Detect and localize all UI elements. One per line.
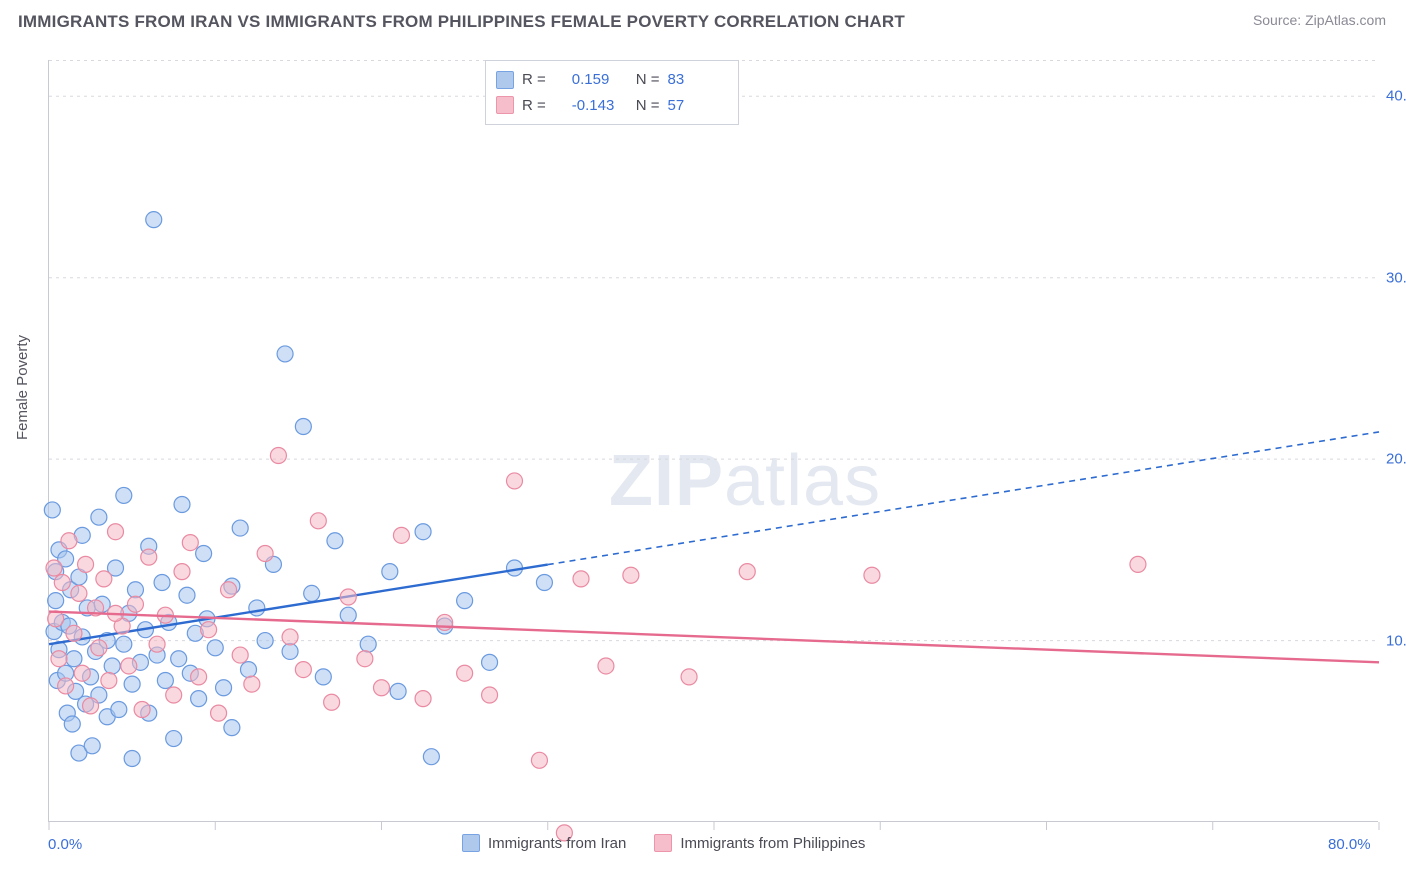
correlation-stats-box: R = 0.159 N = 83 R = -0.143 N = 57 bbox=[485, 60, 739, 125]
y-tick-label: 20.0% bbox=[1386, 451, 1406, 468]
swatch-philippines bbox=[654, 834, 672, 852]
chart-plot-area: ZIPatlas R = 0.159 N = 83 R = -0.143 N =… bbox=[48, 60, 1378, 822]
legend-label-philippines: Immigrants from Philippines bbox=[680, 835, 865, 852]
series-legend: Immigrants from Iran Immigrants from Phi… bbox=[462, 834, 865, 852]
legend-item-iran: Immigrants from Iran bbox=[462, 834, 626, 852]
y-axis-label: Female Poverty bbox=[14, 335, 31, 440]
x-axis-min-label: 0.0% bbox=[48, 836, 82, 853]
swatch-iran bbox=[462, 834, 480, 852]
scatter-svg bbox=[49, 60, 1379, 822]
legend-label-iran: Immigrants from Iran bbox=[488, 835, 626, 852]
chart-title: IMMIGRANTS FROM IRAN VS IMMIGRANTS FROM … bbox=[18, 12, 905, 32]
swatch-philippines bbox=[496, 96, 514, 114]
stats-row-philippines: R = -0.143 N = 57 bbox=[496, 93, 724, 119]
x-axis-max-label: 80.0% bbox=[1328, 836, 1371, 853]
swatch-iran bbox=[496, 71, 514, 89]
legend-item-philippines: Immigrants from Philippines bbox=[654, 834, 865, 852]
source-attribution: Source: ZipAtlas.com bbox=[1253, 12, 1386, 28]
y-tick-label: 40.0% bbox=[1386, 88, 1406, 105]
y-tick-label: 30.0% bbox=[1386, 269, 1406, 286]
y-tick-label: 10.0% bbox=[1386, 632, 1406, 649]
stats-row-iran: R = 0.159 N = 83 bbox=[496, 67, 724, 93]
